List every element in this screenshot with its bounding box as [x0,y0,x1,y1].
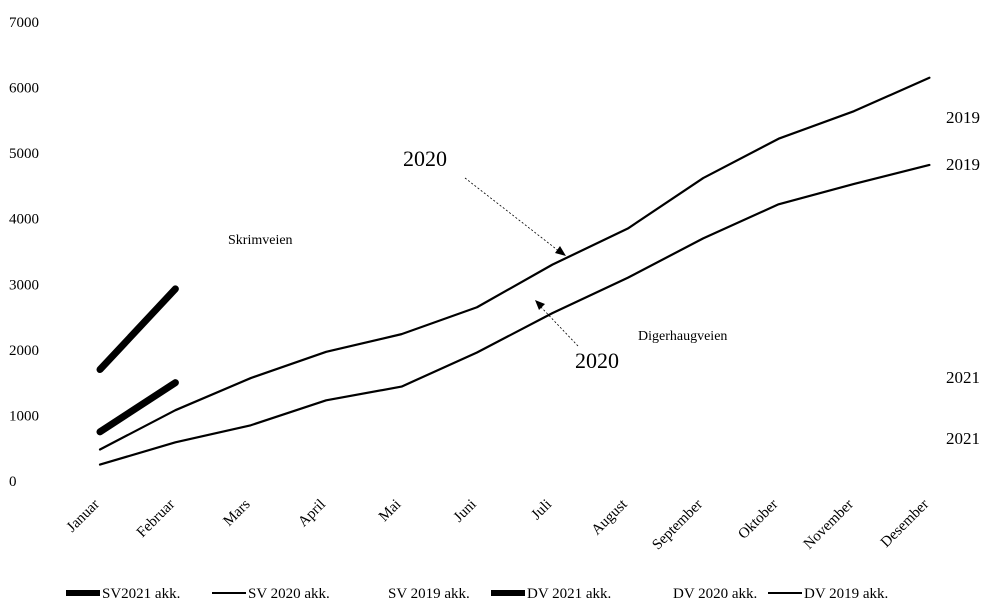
year-2020-label-mid: 2020 [575,348,619,373]
series-line-3 [96,379,179,436]
arrow-2020-top [464,177,561,253]
x-tick-label: Juni [451,497,480,526]
x-tick-label: Juli [529,497,556,524]
y-tick-label: 0 [9,474,17,490]
legend-label: DV 2021 akk. [527,586,611,602]
digerhaugveien-label: Digerhaugveien [638,329,727,344]
x-tick-label: Mai [376,497,404,525]
x-tick-label: November [801,497,857,553]
x-tick-label: August [589,496,632,539]
end-label-2021-b: 2021 [946,429,980,448]
legend-label: SV 2019 akk. [388,586,470,602]
arrow-2020-top-head [555,246,566,256]
x-tick-label: Februar [134,497,178,541]
y-tick-label: 6000 [9,81,39,97]
series-lines [96,76,931,466]
x-tick-label: Oktober [735,497,781,543]
y-tick-label: 5000 [9,146,39,162]
arrow-2020-mid-head [535,300,545,310]
series-line-5 [98,163,931,466]
series-line-1 [98,76,931,451]
y-tick-label: 1000 [9,408,39,424]
x-tick-label: April [295,497,329,531]
x-tick-label: Mars [221,496,254,529]
x-tick-label: Januar [64,497,103,536]
x-tick-label: Desember [878,497,932,551]
x-axis: Januar Februar Mars April Mai Juni Juli August S… [64,496,932,553]
legend-label: DV 2019 akk. [804,586,888,602]
legend: SV2021 akk. SV 2020 akk. SV 2019 akk. DV 20… [66,586,888,602]
y-tick-label: 3000 [9,277,39,293]
x-tick-label: September [649,497,706,554]
end-label-2021-a: 2021 [946,368,980,387]
legend-label: DV 2020 akk. [673,586,757,602]
legend-label: SV2021 akk. [102,586,180,602]
series-line-0 [96,285,179,374]
end-label-2019-a: 2019 [946,108,980,127]
end-label-2019-b: 2019 [946,155,980,174]
y-axis: 0 1000 2000 3000 4000 5000 6000 7000 [9,15,39,490]
arrow-2020-mid [539,305,579,347]
y-tick-label: 4000 [9,212,39,228]
y-tick-label: 7000 [9,15,39,31]
year-2020-label-top: 2020 [403,146,447,171]
y-tick-label: 2000 [9,343,39,359]
legend-label: SV 2020 akk. [248,586,330,602]
skrimveien-label: Skrimveien [228,233,293,248]
